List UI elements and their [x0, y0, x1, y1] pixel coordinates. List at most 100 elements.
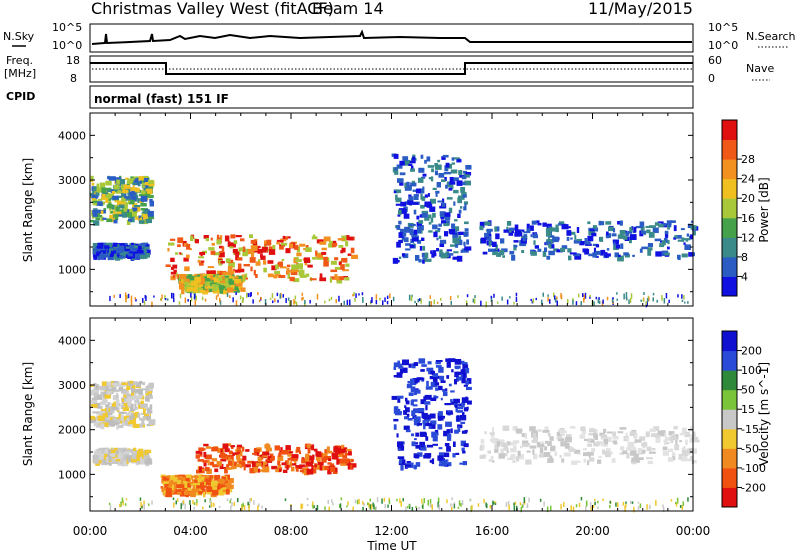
heatmap-cell	[341, 247, 346, 253]
heatmap-cell	[639, 436, 646, 441]
heatmap-cell	[121, 457, 125, 463]
colorbar-segment	[722, 331, 737, 352]
heatmap-cell	[603, 428, 607, 433]
heatmap-cell	[440, 214, 448, 217]
heatmap-cell	[207, 285, 211, 288]
heatmap-cell	[393, 406, 399, 410]
heatmap-cell	[228, 460, 233, 466]
heatmap-cell	[168, 484, 171, 487]
cpid-row: CPID normal (fast) 151 IF	[6, 85, 694, 109]
heatmap-cell	[210, 270, 216, 277]
heatmap-cell	[663, 439, 667, 443]
heatmap-cell	[550, 505, 552, 511]
heatmap-cell	[249, 234, 253, 239]
heatmap-cell	[144, 246, 150, 250]
heatmap-cell	[249, 468, 256, 474]
heatmap-cell	[620, 243, 624, 249]
heatmap-cell	[109, 193, 114, 198]
colorbar-segment	[722, 389, 737, 410]
heatmap-cell	[255, 261, 261, 266]
nsky-bottom-tick: 10^0	[52, 39, 82, 52]
heatmap-cell	[145, 460, 153, 465]
heatmap-cell	[567, 226, 571, 229]
heatmap-cell	[127, 396, 132, 403]
heatmap-cell	[115, 459, 119, 464]
heatmap-cell	[247, 248, 255, 255]
heatmap-cell	[421, 505, 424, 509]
heatmap-cell	[131, 209, 138, 213]
heatmap-cell	[437, 200, 443, 203]
heatmap-cell	[194, 276, 201, 283]
heatmap-cell	[531, 300, 534, 304]
heatmap-cell	[115, 417, 120, 422]
x-tick-label: 16:00	[475, 524, 510, 538]
heatmap-cell	[139, 417, 146, 421]
heatmap-cell	[95, 201, 103, 206]
heatmap-cell	[328, 506, 330, 512]
heatmap-cell	[411, 233, 418, 238]
heatmap-cell	[452, 233, 457, 239]
heatmap-cell	[226, 464, 229, 468]
heatmap-cell	[114, 450, 119, 455]
heatmap-cell	[609, 500, 611, 504]
heatmap-cell	[233, 288, 240, 293]
heatmap-cell	[530, 298, 532, 301]
x-tick-label: 00:00	[73, 524, 108, 538]
heatmap-cell	[393, 366, 397, 370]
heatmap-cell	[415, 444, 421, 449]
heatmap-cell	[338, 261, 342, 266]
heatmap-cell	[413, 442, 419, 445]
heatmap-cell	[93, 186, 98, 192]
heatmap-cell	[346, 299, 349, 305]
heatmap-cell	[161, 294, 163, 299]
heatmap-cell	[101, 381, 108, 388]
heatmap-cell	[588, 253, 595, 257]
heatmap-cell	[245, 449, 250, 452]
heatmap-cell	[120, 183, 124, 190]
heatmap-cell	[484, 232, 489, 238]
heatmap-cell	[221, 476, 227, 481]
velocity-heatmap	[90, 358, 700, 513]
heatmap-cell	[532, 234, 538, 239]
heatmap-cell	[265, 447, 272, 452]
heatmap-cell	[307, 264, 313, 268]
heatmap-cell	[135, 216, 139, 220]
heatmap-cell	[430, 176, 434, 182]
heatmap-cell	[437, 424, 443, 430]
heatmap-cell	[388, 499, 391, 504]
heatmap-cell	[429, 198, 436, 204]
heatmap-cell	[448, 228, 455, 234]
heatmap-cell	[614, 252, 619, 258]
heatmap-cell	[181, 288, 185, 295]
heatmap-cell	[538, 443, 545, 448]
heatmap-cell	[436, 182, 441, 188]
heatmap-cell	[189, 248, 192, 251]
heatmap-cell	[453, 503, 456, 509]
heatmap-cell	[149, 404, 153, 410]
heatmap-cell	[448, 383, 452, 387]
heatmap-cell	[225, 258, 231, 263]
heatmap-cell	[91, 397, 97, 401]
heatmap-cell	[203, 462, 207, 467]
heatmap-cell	[505, 502, 508, 507]
heatmap-cell	[425, 422, 432, 427]
heatmap-cell	[97, 198, 103, 201]
heatmap-cell	[428, 221, 432, 225]
heatmap-cell	[549, 299, 551, 304]
heatmap-cell	[430, 381, 438, 388]
heatmap-cell	[299, 275, 307, 278]
heatmap-cell	[531, 430, 538, 436]
heatmap-cell	[281, 258, 285, 261]
heatmap-cell	[565, 436, 572, 443]
heatmap-cell	[605, 221, 612, 225]
heatmap-cell	[454, 429, 459, 434]
heatmap-cell	[431, 252, 435, 258]
heatmap-cell	[130, 300, 133, 306]
heatmap-cell	[236, 275, 243, 282]
heatmap-cell	[118, 454, 123, 457]
heatmap-cell	[235, 283, 243, 287]
heatmap-cell	[139, 497, 142, 501]
heatmap-cell	[127, 293, 130, 299]
heatmap-cell	[431, 206, 436, 212]
